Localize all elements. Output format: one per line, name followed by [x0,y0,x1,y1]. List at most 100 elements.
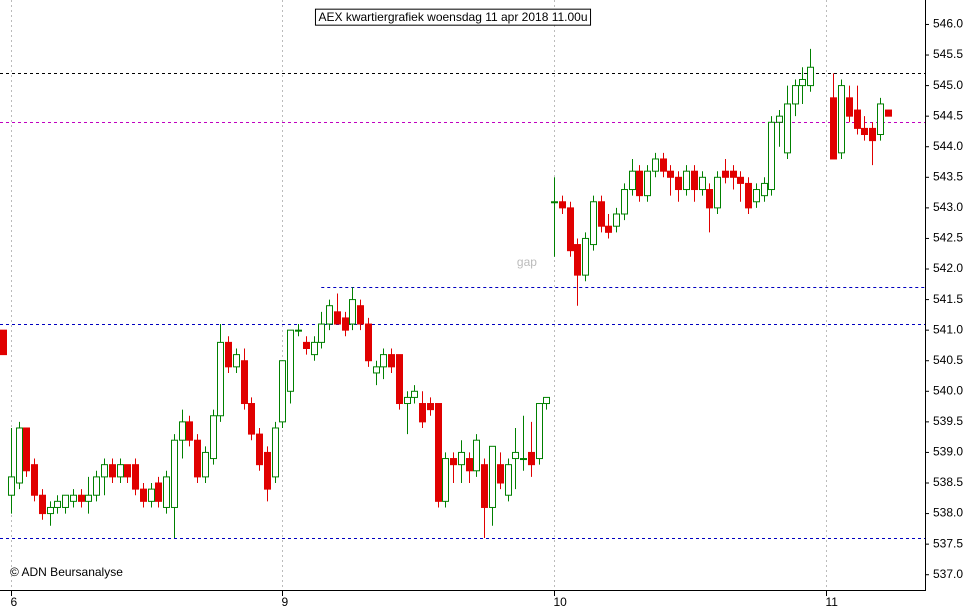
x-tick-label: 11 [826,595,839,609]
candle-body [248,403,255,435]
candle-body [194,439,201,478]
candle-body [613,213,620,227]
y-tick-label: 539.5 [933,414,963,428]
candle-body [590,201,597,246]
title-box [314,8,592,26]
candle-body [140,488,147,502]
candle-body [714,176,721,209]
candle-body [435,403,442,502]
y-tick-label: 537.0 [933,567,963,581]
candle-body [652,158,659,172]
y-tick-label: 546.0 [933,17,963,31]
candle-body [830,97,837,160]
candle-body [241,360,248,405]
candle-body [388,354,395,368]
candle-body [225,341,232,368]
candle-body [699,176,706,191]
candle-body [404,396,411,405]
candle-body [210,415,217,460]
candle-body [481,464,488,508]
candle-body [62,494,69,508]
candle-body [23,427,30,472]
candle-body [722,170,729,178]
candle-body [54,500,61,508]
candle-body [342,317,349,331]
candle-body [287,329,294,392]
candle-body [264,451,271,490]
candle-body [101,464,108,478]
candle-body [582,237,589,276]
candle-body [186,421,193,441]
candle-body [380,354,387,368]
y-tick-label: 543.0 [933,200,963,214]
candle-body [31,464,38,496]
candle-body [536,403,543,460]
y-tick-label: 542.0 [933,261,963,275]
candle-body [567,207,574,252]
candle-body [768,121,775,191]
candle-body [621,189,628,215]
candle-body [85,494,92,502]
candle-body [70,494,77,502]
candle-body [629,170,636,191]
candle-body [132,464,139,490]
candle-body [442,458,449,502]
candle-body [124,464,131,478]
watermark: © ADN Beursanalyse [10,565,123,579]
y-tick-label: 540.0 [933,383,963,397]
candle-body [869,127,876,142]
y-tick-label: 540.5 [933,353,963,367]
candle-body [473,439,480,472]
candle-body [466,458,473,472]
candle-body [202,451,209,478]
x-tick-label: 6 [11,595,18,609]
candle-body [761,182,768,197]
candle-body [776,115,783,123]
candle-body [497,464,504,484]
candle-body [109,464,116,478]
candle-body [256,433,263,466]
candle-body [505,464,512,496]
candle-body [458,451,465,466]
candle-body [93,476,100,496]
y-tick-label: 545.5 [933,47,963,61]
candle-body [272,427,279,478]
candle-body [357,305,364,325]
candle-body [163,476,170,508]
candle-body [303,341,310,349]
x-tick-label: 9 [282,595,289,609]
candle-body [396,354,403,405]
candle-body [427,403,434,411]
grid-layer [0,0,925,590]
candle-body [799,78,806,87]
candle-body [520,458,527,461]
candle-body [528,451,535,466]
y-tick-label: 541.5 [933,292,963,306]
candle-body [450,458,457,466]
y-tick-label: 538.5 [933,475,963,489]
candle-body [730,170,737,178]
candle-body [295,329,302,332]
candle-body [745,182,752,209]
candle-body [411,390,418,398]
candle-body [543,396,550,405]
candle-body [318,323,325,343]
candle-body [559,201,566,209]
candle-body [233,354,240,368]
candle-body [885,109,892,117]
y-tick-label: 541.0 [933,322,963,336]
y-tick-label: 544.0 [933,139,963,153]
y-tick-label: 543.5 [933,169,963,183]
y-tick-label: 544.5 [933,108,963,122]
candle-body [846,97,853,117]
candle-body [39,494,46,515]
candle-body [737,176,744,184]
candle-body [512,451,519,460]
candle-body [365,323,372,362]
candle-body [148,488,155,502]
candle-body [16,427,23,484]
candle-body [551,201,558,204]
candle-body [838,85,845,154]
